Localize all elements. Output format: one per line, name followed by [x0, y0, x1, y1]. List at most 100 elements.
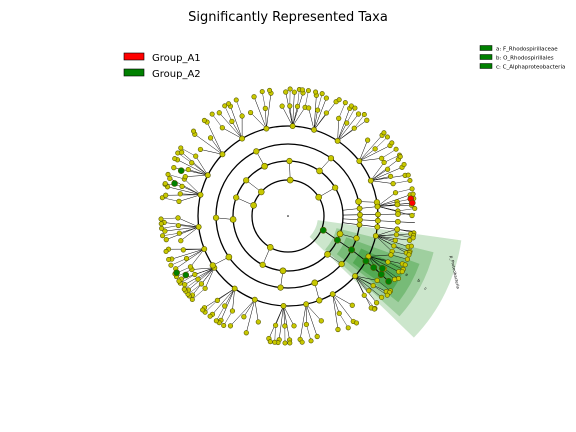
tree-node	[222, 103, 228, 109]
tree-node	[183, 255, 190, 262]
tree-branch	[262, 91, 266, 109]
tree-node	[402, 262, 408, 268]
tree-node	[356, 205, 363, 212]
tree-branch	[332, 293, 353, 306]
tree-branch	[292, 92, 304, 127]
group-legend: Group_A1 Group_A2	[123, 52, 201, 80]
tree-node	[221, 323, 227, 329]
tree-node	[207, 313, 213, 319]
tree-nodes	[158, 86, 418, 346]
tree-node	[175, 215, 181, 221]
tree-node	[391, 243, 397, 249]
tree-node	[373, 300, 380, 306]
taxa-legend: a: F_Rhodospirillaceae b: O_Rhodospirill…	[479, 45, 565, 71]
tree-node	[381, 130, 387, 136]
tree-node	[182, 174, 188, 180]
tree-node	[251, 296, 258, 303]
tree-branch	[289, 105, 293, 127]
tree-branch	[204, 267, 215, 289]
tree-branch	[161, 225, 179, 229]
tree-branch	[368, 256, 403, 265]
tree-node	[397, 154, 403, 160]
tree-branch	[212, 288, 235, 315]
tree-node	[247, 109, 254, 116]
tree-node	[406, 252, 412, 258]
tree-node	[282, 340, 288, 346]
tree-node	[323, 110, 329, 116]
group-a1-node	[409, 199, 416, 207]
tree-node	[267, 339, 273, 345]
legend-swatch-taxon-b	[479, 54, 493, 60]
tree-node	[314, 333, 320, 340]
tree-branch	[332, 294, 340, 314]
tree-branch	[370, 175, 406, 181]
tree-branch	[370, 167, 403, 181]
tree-node	[277, 284, 284, 291]
tree-node	[365, 137, 371, 143]
tree-branch	[377, 201, 398, 207]
tree-node	[329, 291, 336, 298]
tree-branch	[377, 280, 391, 292]
tree-node	[241, 314, 247, 320]
tree-node	[315, 107, 321, 113]
tree-node	[178, 145, 184, 151]
tree-node	[209, 111, 215, 117]
tree-node	[374, 277, 380, 284]
tree-branch	[274, 325, 276, 343]
tree-branch	[375, 235, 410, 241]
tree-branch	[368, 254, 391, 257]
tree-node	[272, 339, 278, 345]
tree-branch	[167, 186, 201, 196]
tree-node	[185, 166, 191, 173]
tree-node	[227, 323, 234, 329]
tree-node	[282, 323, 288, 329]
legend-item-taxon-b: b: O_Rhodospirillales	[479, 54, 554, 62]
tree-node	[324, 250, 331, 258]
tree-branch	[230, 299, 255, 327]
figure-title: Significantly Represented Taxa	[188, 10, 388, 25]
tree-branch	[166, 226, 199, 240]
tree-node	[335, 326, 341, 333]
tree-node	[289, 123, 296, 130]
tree-node	[394, 226, 401, 233]
tree-node	[189, 160, 195, 166]
tree-node	[182, 282, 188, 288]
tree-branch	[231, 121, 243, 139]
tree-branch	[184, 178, 201, 195]
tree-branch	[188, 169, 208, 176]
tree-node	[204, 172, 211, 179]
tree-branch	[211, 114, 223, 128]
tree-node	[311, 126, 317, 133]
legend-swatch-group-a2	[123, 68, 145, 77]
tree-node	[401, 161, 407, 167]
tree-node	[384, 292, 390, 298]
tree-node	[181, 286, 187, 292]
tree-branch	[265, 108, 267, 129]
tree-node	[171, 165, 177, 171]
tree-node	[160, 233, 166, 239]
tree-node	[168, 262, 174, 268]
tree-node	[389, 140, 395, 146]
legend-label-taxon-b: b: O_Rhodospirillales	[496, 56, 554, 62]
tree-branch	[368, 256, 389, 263]
tree-node	[357, 211, 363, 218]
tree-node	[372, 233, 379, 239]
tree-node	[374, 203, 381, 210]
tree-branch	[370, 162, 385, 181]
tree-node	[259, 89, 265, 95]
tree-branch	[232, 288, 235, 311]
tree-branch	[164, 222, 199, 228]
tree-node	[163, 192, 169, 198]
tree-node	[319, 91, 325, 97]
tree-branch	[375, 228, 398, 237]
tree-branch	[170, 258, 187, 266]
tree-branch	[180, 193, 201, 196]
tree-node	[384, 166, 391, 172]
tree-branch	[384, 268, 399, 279]
tree-node	[163, 248, 169, 254]
tree-node	[303, 321, 309, 328]
tree-node	[399, 269, 405, 275]
tree-node	[255, 319, 261, 325]
tree-branch	[374, 136, 388, 149]
tree-branch	[359, 140, 368, 162]
